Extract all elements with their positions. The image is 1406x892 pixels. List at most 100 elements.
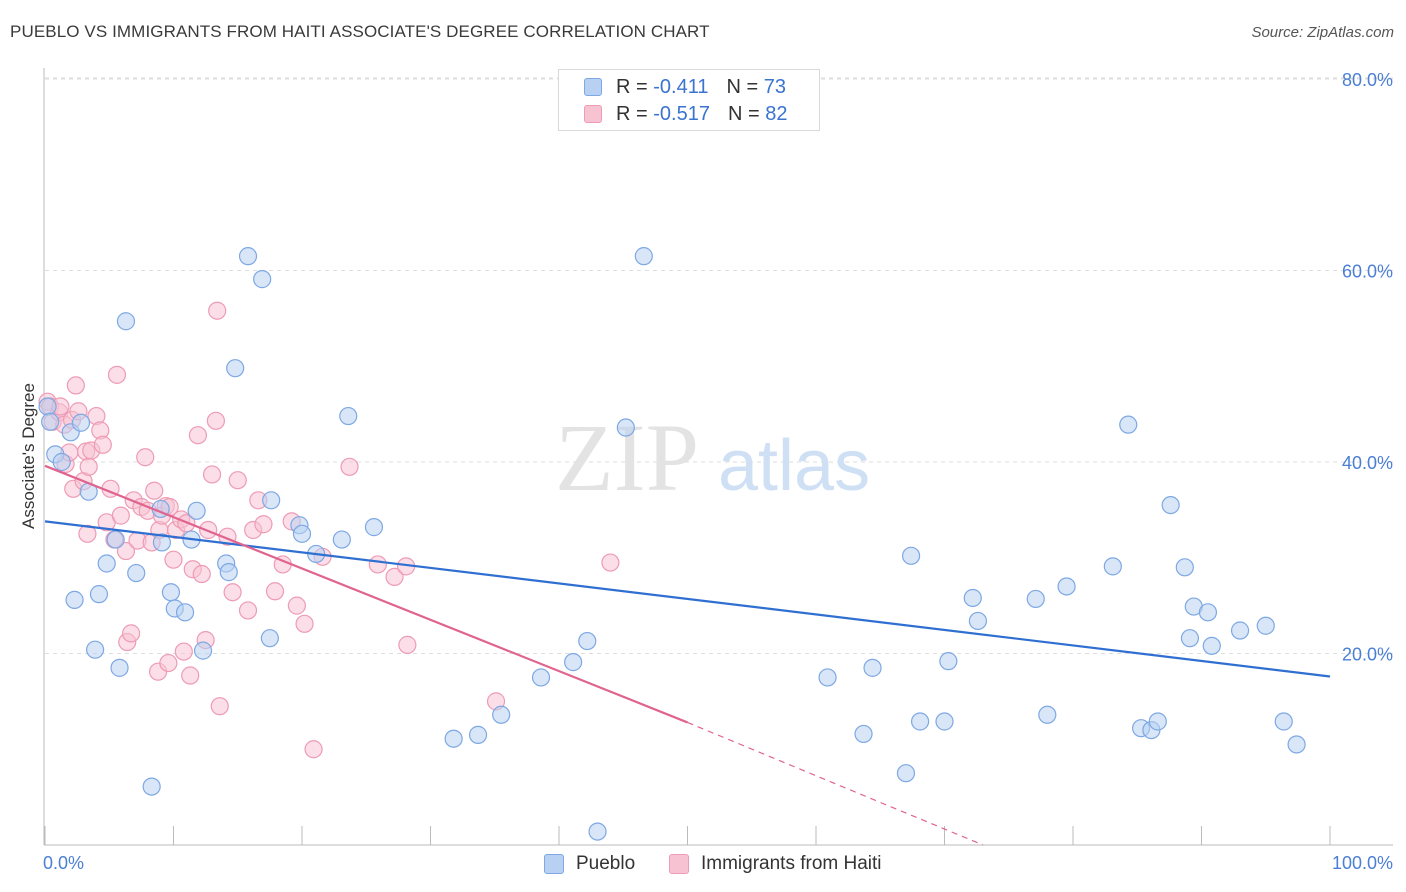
haiti-trend-line <box>44 464 688 724</box>
pueblo-point <box>71 413 91 432</box>
haiti-point <box>228 471 247 490</box>
haiti-point <box>210 697 229 716</box>
pueblo-point <box>86 640 105 659</box>
pueblo-point <box>1202 636 1221 655</box>
haiti-point <box>174 642 193 661</box>
haiti-point <box>107 365 127 384</box>
pueblo-point <box>854 724 873 744</box>
haiti-legend-label: Immigrants from Haiti <box>701 853 882 874</box>
watermark-atlas: atlas <box>718 426 870 506</box>
pueblo-point <box>910 712 930 731</box>
legend-r-value: -0.517 <box>653 102 710 125</box>
source-label: Source: ZipAtlas.com <box>1251 24 1394 41</box>
pueblo-legend-swatch <box>544 854 564 874</box>
pueblo-point <box>175 603 195 622</box>
pueblo-point <box>1230 621 1250 640</box>
pueblo-point <box>1057 577 1076 596</box>
pueblo-point <box>187 501 206 520</box>
pueblo-point <box>444 729 463 748</box>
legend-n-value: 73 <box>763 75 786 98</box>
haiti-point <box>192 564 211 584</box>
pueblo-swatch <box>584 78 602 96</box>
pueblo-point <box>963 588 982 608</box>
pueblo-point <box>468 725 488 744</box>
pueblo-point <box>110 658 129 677</box>
haiti-point <box>287 596 306 615</box>
pueblo-point <box>238 247 258 266</box>
haiti-point <box>206 411 226 430</box>
haiti-point <box>159 653 178 673</box>
pueblo-point <box>968 611 988 631</box>
pueblo-point <box>38 397 57 416</box>
haiti-point <box>202 465 222 484</box>
pueblo-point <box>226 359 245 378</box>
y-tick-label: 20.0% <box>1342 645 1393 665</box>
pueblo-point <box>1161 495 1180 515</box>
pueblo-point <box>1287 735 1306 754</box>
pueblo-point <box>161 583 181 602</box>
haiti-point <box>254 515 273 534</box>
haiti-point <box>188 426 208 445</box>
pueblo-point <box>1198 603 1218 622</box>
haiti-point <box>66 376 85 395</box>
pueblo-point <box>193 641 213 660</box>
trend-lines <box>44 464 1331 846</box>
haiti-point <box>223 583 242 602</box>
haiti-point <box>79 457 98 476</box>
pueblo-point <box>1175 558 1194 577</box>
pueblo-point <box>152 533 172 552</box>
pueblo-point <box>253 270 272 289</box>
legend-r-label: R = <box>616 75 648 98</box>
haiti-point <box>111 506 130 525</box>
haiti-point <box>181 666 200 685</box>
pueblo-point <box>1119 415 1138 434</box>
pueblo-point <box>901 546 921 565</box>
pueblo-legend-label: Pueblo <box>576 853 636 874</box>
legend-r-label: R = <box>616 102 648 125</box>
haiti-point <box>93 435 112 454</box>
pueblo-point <box>65 590 84 609</box>
y-tick-label: 80.0% <box>1342 70 1393 90</box>
pueblo-point <box>116 312 136 331</box>
pueblo-point <box>588 822 607 841</box>
legend-n-label: N = <box>726 75 759 98</box>
pueblo-point <box>1274 712 1293 731</box>
pueblo-point <box>1180 629 1200 648</box>
pueblo-point <box>364 518 384 537</box>
pueblo-point <box>332 530 351 549</box>
legend-n-label: N = <box>727 102 760 125</box>
pueblo-points <box>38 247 1306 841</box>
pueblo-point <box>52 452 71 472</box>
haiti-points <box>38 301 620 759</box>
pueblo-point <box>1026 589 1045 609</box>
bottom-legend-haiti: Immigrants from Haiti <box>669 852 882 876</box>
pueblo-point <box>127 563 146 583</box>
legend-r-value: -0.411 <box>653 75 709 98</box>
legend-row-pueblo: R = -0.411 N = 73 <box>559 74 786 100</box>
pueblo-point <box>896 764 916 783</box>
chart-title: PUEBLO VS IMMIGRANTS FROM HAITI ASSOCIAT… <box>10 22 710 41</box>
x-tick-right: 100.0% <box>1332 853 1393 873</box>
pueblo-point <box>818 668 837 687</box>
legend-row-haiti: R = -0.517 N = 82 <box>559 101 787 127</box>
haiti-point <box>398 635 417 654</box>
y-axis-label: Associate's Degree <box>19 383 38 529</box>
y-tick-label: 60.0% <box>1342 262 1393 282</box>
pueblo-point <box>260 629 279 648</box>
haiti-point <box>238 601 258 620</box>
axes <box>43 68 1393 846</box>
x-tick-left: 0.0% <box>43 853 84 873</box>
pueblo-point <box>564 653 583 672</box>
pueblo-point <box>1256 616 1275 635</box>
haiti-point <box>304 740 323 759</box>
haiti-point <box>145 481 164 500</box>
haiti-trend-extension <box>687 721 984 846</box>
pueblo-point <box>97 554 116 573</box>
haiti-point <box>78 524 97 543</box>
haiti-point <box>295 614 314 633</box>
haiti-swatch <box>584 105 602 123</box>
pueblo-trend-line <box>44 520 1331 678</box>
y-tick-labels: 20.0% 40.0% 60.0% 80.0% <box>1342 70 1393 665</box>
haiti-point <box>136 448 155 467</box>
